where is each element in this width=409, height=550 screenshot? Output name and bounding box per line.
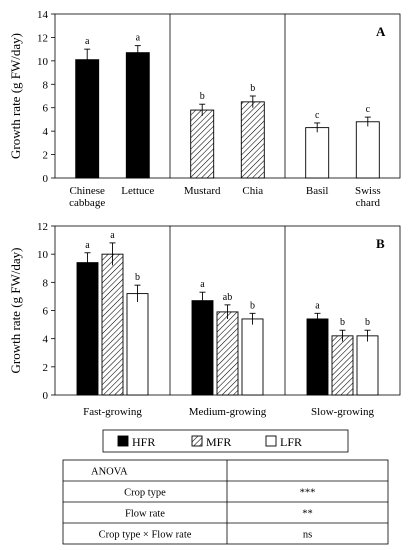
plot-frame (54, 13, 401, 179)
y-tick-label: 6 (43, 103, 49, 115)
x-tick-label: Mustard (184, 185, 221, 197)
x-tick-label: Chia (242, 185, 263, 197)
legend-swatch (265, 435, 277, 447)
y-tick-label: 0 (43, 390, 49, 402)
significance-letter: a (85, 240, 90, 251)
significance-letter: a (85, 36, 90, 47)
x-tick-label: Chinese (69, 185, 105, 197)
significance-letter: b (250, 300, 255, 311)
x-tick-label: Swiss (355, 185, 381, 197)
table-row-label: Flow rate (125, 509, 165, 520)
y-tick-label: 10 (37, 56, 49, 68)
panel-label: A (376, 24, 386, 39)
y-tick-label: 8 (43, 277, 49, 289)
legend-box (102, 429, 349, 453)
significance-letter: b (135, 272, 140, 283)
table-row-label: Crop type × Flow rate (99, 530, 192, 541)
panel-a: 0 2 4 6 8 10 12 14 Growth rate (g FW/day) Aa Chine… (8, 9, 401, 209)
bar (125, 52, 150, 179)
y-tick-label: 4 (43, 126, 49, 138)
bar (356, 335, 379, 396)
legend-label: LFR (280, 435, 302, 449)
y-axis-label: Growth rate (g FW/day) (8, 33, 23, 159)
x-tick-label: Lettuce (121, 185, 154, 197)
x-tick-label: cabbage (69, 197, 105, 209)
bar (355, 121, 380, 179)
y-tick-label: 6 (43, 306, 49, 318)
table-header-cell: ANOVA (91, 467, 128, 478)
significance-letter: b (200, 91, 205, 102)
bar (331, 335, 354, 396)
x-tick-label: Basil (306, 185, 329, 197)
legend-swatch (117, 435, 129, 447)
bar (76, 262, 99, 396)
bar (126, 293, 149, 396)
x-tick-label: chard (356, 197, 381, 209)
significance-letter: a (200, 279, 205, 290)
significance-letter: c (315, 110, 320, 121)
y-tick-label: 12 (37, 32, 48, 44)
legend-label: HFR (132, 435, 155, 449)
bar (305, 127, 330, 179)
legend-label: MFR (206, 435, 231, 449)
bar (101, 253, 124, 396)
significance-letter: ab (223, 292, 232, 303)
y-tick-label: 12 (37, 221, 48, 233)
significance-letter: a (315, 300, 320, 311)
bar (240, 101, 265, 179)
bar (306, 318, 329, 396)
table-row-label: Crop type (124, 488, 166, 499)
y-tick-label: 10 (37, 249, 49, 261)
significance-letter: b (340, 317, 345, 328)
y-tick-label: 4 (43, 334, 49, 346)
bar (191, 300, 214, 396)
significance-letter: a (136, 33, 141, 44)
x-tick-label: Medium-growing (189, 406, 267, 418)
significance-letter: a (110, 230, 115, 241)
bar (190, 109, 215, 179)
table-row-value: ns (303, 530, 312, 541)
y-tick-label: 14 (37, 9, 49, 21)
table-row-value: ** (302, 509, 313, 520)
significance-letter: b (365, 317, 370, 328)
y-axis-label: Growth rate (g FW/day) (8, 248, 23, 374)
anova-table: ANOVA Crop type *** Flow rate ** Crop type × … (62, 459, 389, 545)
legend-swatch (191, 435, 203, 447)
legend: HFR MFR LFR (102, 429, 349, 453)
panel-label: B (376, 236, 385, 251)
y-tick-label: 8 (43, 79, 49, 91)
bar (241, 318, 264, 396)
significance-letter: b (250, 83, 255, 94)
x-tick-label: Fast-growing (83, 406, 142, 418)
bar (216, 311, 239, 396)
significance-letter: c (366, 104, 371, 115)
table-row-value: *** (300, 488, 316, 499)
bar (75, 59, 100, 179)
y-tick-label: 2 (43, 362, 49, 374)
y-tick-label: 2 (43, 150, 49, 162)
x-tick-label: Slow-growing (311, 406, 374, 418)
y-tick-label: 0 (43, 173, 49, 185)
